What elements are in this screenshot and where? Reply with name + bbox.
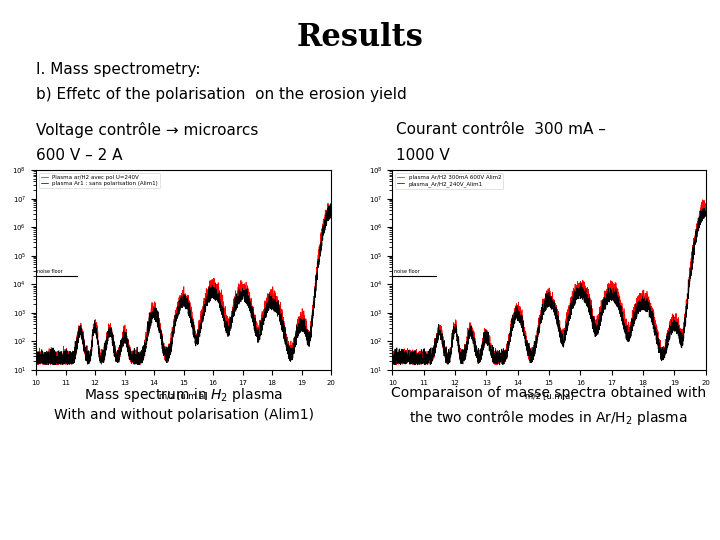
Legend: Plasma ar/H2 avec pol U=240V, plasma Ar1 : sans polarisation (Alim1): Plasma ar/H2 avec pol U=240V, plasma Ar1…	[39, 173, 160, 188]
Plasma ar/H2 avec pol U=240V	[158, 333, 166, 340]
plasma Ar1 : sans polarisation (Alim1): (19.8, 1.9e+06): sans polarisation (Alim1): (19.8, 1.9e+0…	[321, 216, 330, 222]
plasma Ar1 : sans polarisation (Alim1): (18.7, 57.7): sans polarisation (Alim1): (18.7, 57.7)	[289, 345, 298, 352]
plasma Ar1 : sans polarisation (Alim1): (10.9, 15): sans polarisation (Alim1): (10.9, 15)	[58, 362, 67, 368]
Plasma ar/H2 avec pol U=240V	[321, 220, 330, 227]
plasma_Ar/H2_240V_Alim1	[522, 339, 531, 345]
Text: I. Mass spectrometry:: I. Mass spectrometry:	[36, 62, 200, 77]
Text: Mass spectrum in $H_2$ plasma: Mass spectrum in $H_2$ plasma	[84, 386, 283, 404]
plasma Ar1 : sans polarisation (Alim1): (13.8, 504): sans polarisation (Alim1): (13.8, 504)	[145, 318, 153, 325]
Text: Courant contrôle  300 mA –: Courant contrôle 300 mA –	[396, 122, 606, 137]
plasma_Ar/H2_240V_Alim1	[700, 205, 708, 212]
Text: b) Effetc of the polarisation  on the erosion yield: b) Effetc of the polarisation on the ero…	[36, 87, 407, 103]
plasma Ar/H2 300mA 600V Alim2	[701, 208, 710, 215]
plasma Ar/H2 300mA 600V Alim2	[662, 343, 670, 349]
plasma_Ar/H2_240V_Alim1	[701, 211, 710, 217]
plasma_Ar/H2_240V_Alim1	[410, 362, 419, 368]
Plasma ar/H2 avec pol U=240V	[32, 354, 40, 360]
Text: Results: Results	[297, 22, 423, 52]
plasma_Ar/H2_240V_Alim1	[662, 342, 670, 349]
plasma Ar/H2 300mA 600V Alim2	[443, 355, 451, 361]
Line: plasma_Ar/H2_240V_Alim1: plasma_Ar/H2_240V_Alim1	[392, 208, 706, 365]
Text: the two contrôle modes in Ar/H$_2$ plasma: the two contrôle modes in Ar/H$_2$ plasm…	[409, 408, 688, 427]
Line: Plasma ar/H2 avec pol U=240V: Plasma ar/H2 avec pol U=240V	[36, 204, 331, 365]
plasma Ar/H2 300mA 600V Alim2	[698, 197, 707, 203]
plasma Ar/H2 300mA 600V Alim2	[424, 350, 433, 357]
plasma_Ar/H2_240V_Alim1	[508, 322, 517, 329]
Text: 600 V – 2 A: 600 V – 2 A	[36, 148, 122, 164]
Text: With and without polarisation (Alim1): With and without polarisation (Alim1)	[53, 408, 314, 422]
plasma Ar1 : sans polarisation (Alim1): (14.3, 55.6): sans polarisation (Alim1): (14.3, 55.6)	[158, 346, 166, 352]
Plasma ar/H2 avec pol U=240V	[145, 313, 153, 319]
Plasma ar/H2 avec pol U=240V	[324, 200, 333, 207]
plasma Ar/H2 300mA 600V Alim2	[522, 335, 531, 341]
Plasma ar/H2 avec pol U=240V	[289, 346, 298, 352]
plasma Ar1 : sans polarisation (Alim1): (11.7, 43.3): sans polarisation (Alim1): (11.7, 43.3)	[83, 348, 91, 355]
plasma Ar1 : sans polarisation (Alim1): (10, 31.6): sans polarisation (Alim1): (10, 31.6)	[32, 353, 40, 359]
plasma_Ar/H2_240V_Alim1	[388, 358, 397, 365]
Text: Voltage contrôle → microarcs: Voltage contrôle → microarcs	[36, 122, 258, 138]
Text: noise floor: noise floor	[394, 269, 420, 274]
Plasma ar/H2 avec pol U=240V	[66, 357, 74, 363]
plasma Ar/H2 300mA 600V Alim2	[696, 219, 704, 226]
X-axis label: m/z [u.m.a]: m/z [u.m.a]	[159, 391, 208, 400]
Plasma ar/H2 avec pol U=240V	[44, 362, 53, 368]
plasma Ar1 : sans polarisation (Alim1): (20, 6.42e+06): sans polarisation (Alim1): (20, 6.42e+06…	[326, 201, 335, 207]
plasma_Ar/H2_240V_Alim1	[424, 348, 433, 354]
Plasma ar/H2 avec pol U=240V	[83, 352, 91, 359]
plasma Ar/H2 300mA 600V Alim2	[388, 353, 397, 359]
plasma_Ar/H2_240V_Alim1	[443, 353, 451, 359]
Line: plasma Ar/H2 300mA 600V Alim2: plasma Ar/H2 300mA 600V Alim2	[392, 200, 706, 365]
Line: plasma Ar1 : sans polarisation (Alim1): plasma Ar1 : sans polarisation (Alim1)	[36, 204, 331, 365]
Text: 1000 V: 1000 V	[396, 148, 450, 164]
plasma Ar1 : sans polarisation (Alim1): (11.1, 15.5): sans polarisation (Alim1): (11.1, 15.5)	[66, 361, 74, 368]
X-axis label: m/z [u.m.a]: m/z [u.m.a]	[525, 391, 573, 400]
Text: noise floor: noise floor	[37, 269, 63, 274]
Text: Comparaison of masse spectra obtained with: Comparaison of masse spectra obtained wi…	[391, 386, 706, 400]
plasma Ar/H2 300mA 600V Alim2	[508, 324, 517, 330]
Legend: plasma Ar/H2 300mA 600V Alim2, plasma_Ar/H2_240V_Alim1: plasma Ar/H2 300mA 600V Alim2, plasma_Ar…	[395, 173, 503, 189]
plasma Ar1 : sans polarisation (Alim1): (20, 2.52e+06): sans polarisation (Alim1): (20, 2.52e+06…	[327, 212, 336, 219]
plasma Ar/H2 300mA 600V Alim2	[421, 362, 430, 368]
Plasma ar/H2 avec pol U=240V	[327, 208, 336, 214]
plasma_Ar/H2_240V_Alim1	[696, 213, 704, 220]
